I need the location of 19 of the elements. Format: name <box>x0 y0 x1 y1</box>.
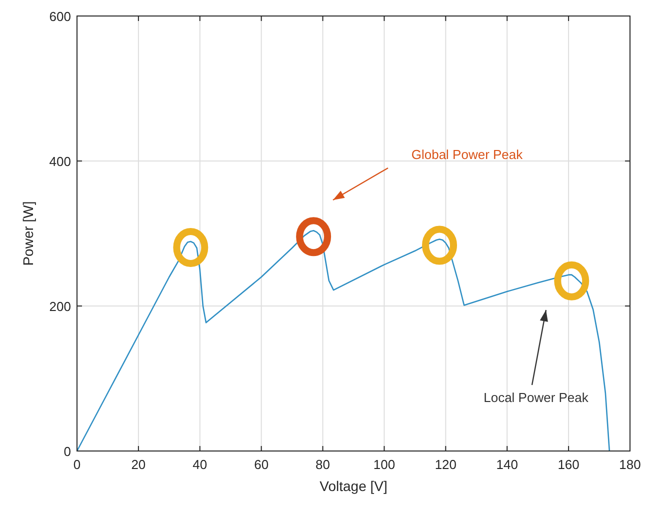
annotation: Local Power Peak <box>484 390 589 405</box>
x-tick-label: 120 <box>434 457 457 472</box>
x-tick-label: 100 <box>373 457 396 472</box>
y-tick-label: 0 <box>64 444 71 459</box>
x-axis-title: Voltage [V] <box>320 478 388 494</box>
line-series <box>76 230 610 452</box>
x-tick-label: 60 <box>254 457 269 472</box>
y-axis-title: Power [W] <box>20 201 36 266</box>
x-tick-label: 180 <box>619 457 641 472</box>
x-tick-label: 80 <box>316 457 330 472</box>
x-tick-label: 0 <box>73 457 81 472</box>
x-tick-label: 40 <box>192 457 208 472</box>
x-tick-label: 160 <box>558 457 580 472</box>
y-tick-label: 400 <box>49 154 71 169</box>
y-tick-label: 600 <box>49 9 71 24</box>
x-tick-label: 140 <box>496 457 518 472</box>
annotation: Global Power Peak <box>411 147 524 162</box>
y-tick-label: 200 <box>49 299 71 314</box>
x-tick-label: 20 <box>131 457 146 472</box>
